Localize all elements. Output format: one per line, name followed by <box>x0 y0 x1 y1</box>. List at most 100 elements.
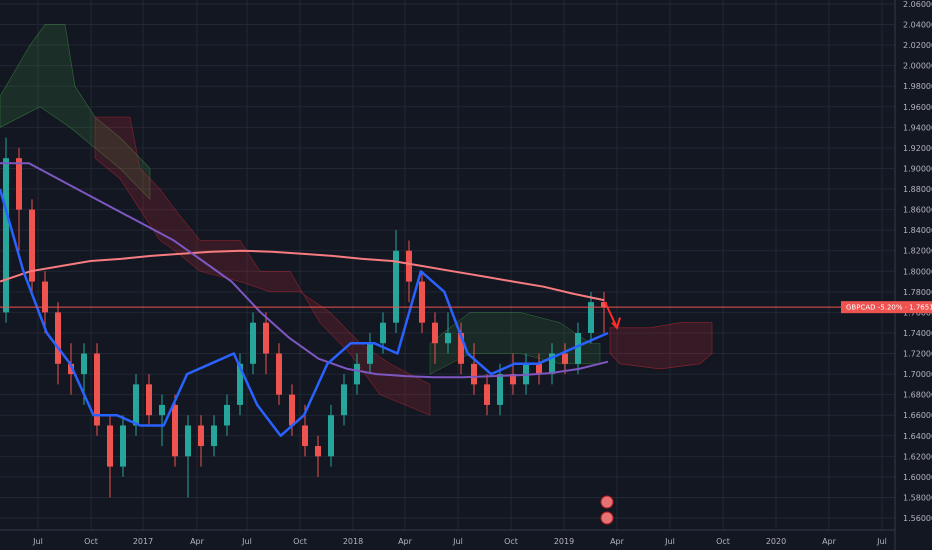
y-tick-label: 1.58000 <box>903 493 932 502</box>
event-icon[interactable] <box>600 511 614 525</box>
candle <box>328 404 334 467</box>
candle <box>159 394 165 447</box>
x-tick-label: Oct <box>84 537 98 546</box>
candle <box>575 322 581 375</box>
cloud-bullish <box>0 24 151 201</box>
x-tick-label: 2019 <box>554 537 574 546</box>
price-label <box>841 301 932 314</box>
moving-averages <box>0 162 609 438</box>
candle <box>250 312 256 375</box>
cloud-bearish <box>94 116 431 416</box>
y-tick-label: 1.94000 <box>903 123 932 132</box>
candle <box>42 271 48 333</box>
candle <box>94 343 100 436</box>
y-tick-label: 1.78000 <box>903 288 932 297</box>
y-tick-label: 1.64000 <box>903 432 932 441</box>
y-tick-label: 1.82000 <box>903 247 932 256</box>
y-tick-label: 1.66000 <box>903 411 932 420</box>
candle <box>211 415 217 457</box>
candle <box>146 374 152 426</box>
y-tick-label: 1.56000 <box>903 514 932 523</box>
x-tick-label: Jul <box>241 537 252 546</box>
x-tick-label: Apr <box>822 537 837 546</box>
y-tick-label: 2.00000 <box>903 62 932 71</box>
y-tick-label: 1.68000 <box>903 391 932 400</box>
candle <box>224 394 230 436</box>
y-tick-label: 1.80000 <box>903 267 932 276</box>
y-tick-label: 2.06000 <box>903 0 932 9</box>
ichimoku-cloud <box>0 24 713 416</box>
price-label-text: GBPCAD -5.20% · 1.76510 <box>846 304 932 312</box>
candle <box>419 271 425 333</box>
y-tick-label: 1.70000 <box>903 370 932 379</box>
x-tick-label: Jul <box>664 537 675 546</box>
y-tick-label: 1.86000 <box>903 206 932 215</box>
candle <box>29 199 35 292</box>
candle <box>107 415 113 498</box>
x-tick-label: Apr <box>610 537 625 546</box>
candle <box>120 415 126 477</box>
candle <box>601 291 607 333</box>
ma-line <box>0 188 609 438</box>
candle <box>3 137 9 323</box>
ma-line <box>0 162 609 379</box>
y-tick-label: 1.88000 <box>903 185 932 194</box>
candle <box>55 302 61 385</box>
candle <box>172 394 178 467</box>
cloud-future <box>609 322 713 370</box>
x-tick-label: Jul <box>32 537 43 546</box>
x-tick-label: Oct <box>716 537 730 546</box>
candle <box>484 374 490 416</box>
y-tick-label: 1.72000 <box>903 350 932 359</box>
y-tick-label: 1.96000 <box>903 103 932 112</box>
y-tick-label: 1.98000 <box>903 82 932 91</box>
annotations: GBPCAD -5.20% · 1.76510 <box>0 301 932 525</box>
down-arrow-icon <box>604 301 621 330</box>
ma-line <box>0 249 605 302</box>
candle <box>16 147 22 251</box>
event-icon[interactable] <box>600 495 614 509</box>
candle <box>510 353 516 395</box>
candle <box>133 374 139 436</box>
y-tick-label: 2.04000 <box>903 21 932 30</box>
candle <box>68 343 74 395</box>
candle <box>497 363 503 416</box>
time-axis[interactable]: Jul Oct 2017 Apr Jul Oct 2018 Apr Jul Oct 2019 Apr J… <box>0 529 895 546</box>
candle <box>354 353 360 395</box>
candle <box>458 322 464 375</box>
x-tick-label: Apr <box>398 537 413 546</box>
candle <box>471 343 477 395</box>
candle <box>549 343 555 385</box>
candle <box>276 343 282 405</box>
x-tick-label: Jul <box>452 537 463 546</box>
candle <box>185 415 191 498</box>
y-tick-label: 2.02000 <box>903 41 932 50</box>
y-tick-label: 1.74000 <box>903 329 932 338</box>
candle <box>393 230 399 333</box>
candle <box>432 312 438 364</box>
candle <box>588 291 594 344</box>
candle <box>536 353 542 385</box>
candle <box>406 240 412 303</box>
x-tick-label: Oct <box>293 537 307 546</box>
x-tick-label: Apr <box>190 537 205 546</box>
candle <box>263 312 269 375</box>
y-tick-label: 1.90000 <box>903 164 932 173</box>
x-tick-label: Jul <box>876 537 887 546</box>
x-tick-label: Oct <box>504 537 518 546</box>
y-tick-label: 1.92000 <box>903 144 932 153</box>
x-tick-label: 2020 <box>766 537 786 546</box>
x-tick-label: 2017 <box>133 537 153 546</box>
x-tick-label: 2018 <box>343 537 363 546</box>
candle <box>562 343 568 375</box>
candle <box>198 415 204 467</box>
candle <box>315 435 321 477</box>
y-tick-label: 1.84000 <box>903 226 932 235</box>
candle <box>237 353 243 416</box>
candle <box>367 332 373 375</box>
candle <box>445 312 451 354</box>
candle <box>341 374 347 426</box>
y-tick-label: 1.60000 <box>903 473 932 482</box>
